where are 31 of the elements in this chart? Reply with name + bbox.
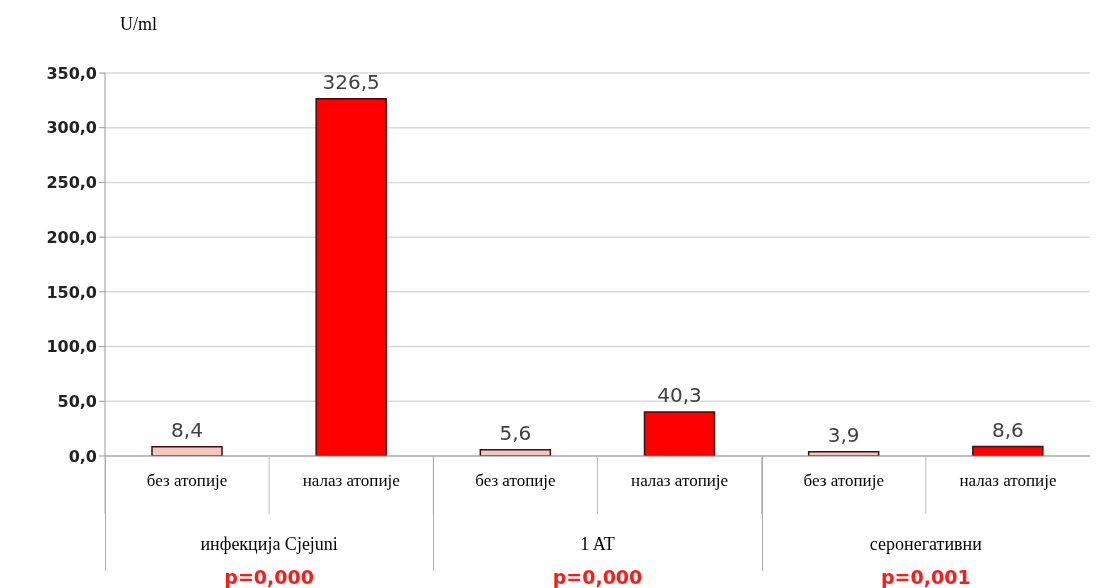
data-label: 3,9 xyxy=(827,422,860,447)
bar xyxy=(315,97,387,456)
bar xyxy=(643,411,716,456)
data-label: 8,4 xyxy=(171,417,203,442)
text: инфекција Cjejuni xyxy=(199,534,339,555)
data-label: 5,6 xyxy=(499,420,532,445)
data-label: 326,5 xyxy=(322,69,380,94)
x-tick-label: налаз атопије xyxy=(302,471,400,490)
x-tick-label: без атопије xyxy=(803,471,884,490)
x-tick-label: налаз атопије xyxy=(631,471,729,490)
bar xyxy=(972,445,1044,456)
bar xyxy=(151,446,223,456)
text: серонегативни xyxy=(868,534,983,555)
text: 1 AT xyxy=(579,534,616,555)
text: p=0,000 xyxy=(551,566,644,588)
y-tick-label: 100,0 xyxy=(46,337,97,357)
y-tick-label: 350,0 xyxy=(46,63,97,83)
y-tick-label: 150,0 xyxy=(46,282,97,302)
y-axis-title: U/ml xyxy=(120,14,158,35)
data-label: 8,6 xyxy=(991,417,1024,442)
y-tick-label: 50,0 xyxy=(57,391,97,411)
y-tick-label: 0,0 xyxy=(68,446,97,466)
text: p=0,001 xyxy=(880,566,972,588)
y-tick-label: 200,0 xyxy=(46,227,97,247)
text: p=0,000 xyxy=(223,566,315,588)
x-tick-label: без атопије xyxy=(146,471,228,490)
y-tick-label: 300,0 xyxy=(46,118,97,138)
x-tick-label: налаз атопије xyxy=(959,471,1057,490)
x-tick-label: без атопије xyxy=(475,471,556,490)
data-label: 40,3 xyxy=(657,382,702,407)
y-tick-label: 250,0 xyxy=(46,173,97,193)
